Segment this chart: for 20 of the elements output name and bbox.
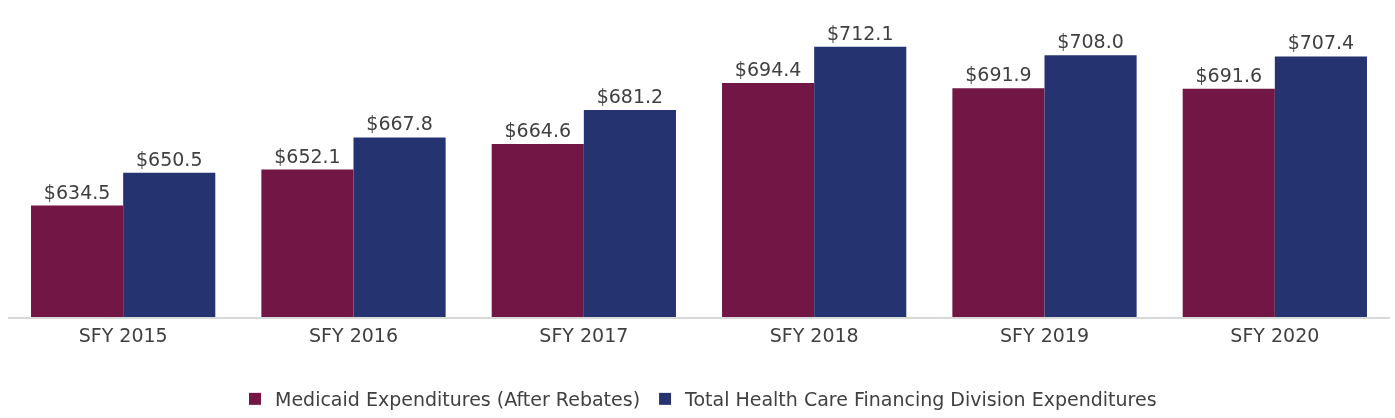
- x-tick-label: SFY 2019: [1000, 323, 1089, 346]
- data-label: $664.6: [504, 118, 572, 141]
- x-tick-label: SFY 2017: [539, 323, 629, 346]
- data-label: $681.2: [596, 85, 664, 108]
- legend-label: Total Health Care Financing Division Expenditures: [684, 388, 1157, 411]
- data-label: $707.4: [1287, 31, 1355, 54]
- data-label: $650.5: [135, 147, 203, 170]
- data-label: $652.1: [274, 144, 341, 167]
- data-label: $708.0: [1057, 30, 1124, 53]
- data-label: $691.9: [965, 63, 1032, 86]
- x-tick-label: SFY 2015: [78, 323, 168, 346]
- data-label: $691.6: [1195, 63, 1263, 86]
- x-tick-label: SFY 2020: [1230, 323, 1320, 346]
- x-tick-label: SFY 2016: [309, 323, 398, 346]
- data-label: $634.5: [43, 180, 111, 203]
- data-label: $712.1: [826, 21, 894, 44]
- legend-label: Medicaid Expenditures (After Rebates): [275, 388, 641, 411]
- data-label: $694.4: [734, 58, 802, 81]
- x-tick-label: SFY 2018: [769, 323, 859, 346]
- data-label: $667.8: [366, 112, 433, 135]
